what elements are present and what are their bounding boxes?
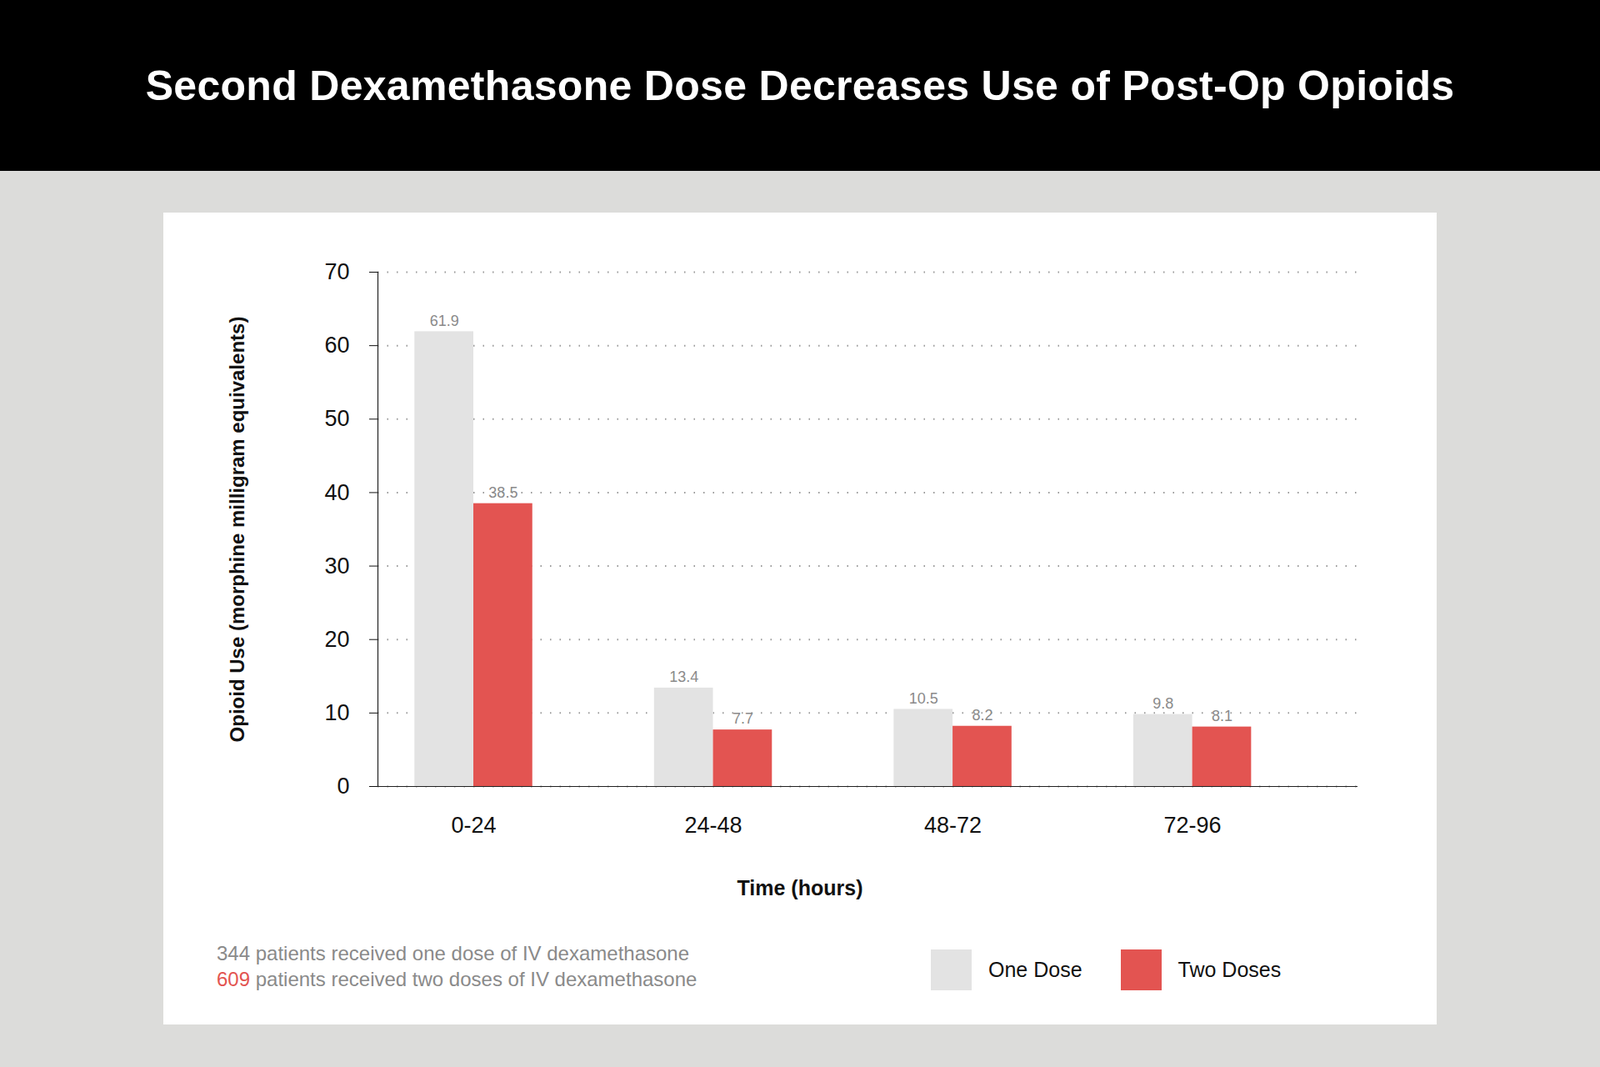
svg-text:0: 0: [336, 773, 350, 799]
svg-text:30: 30: [324, 553, 350, 579]
html-text:One Dose: One Dose: [988, 957, 1083, 981]
html-text:344 patients received one dose: 344 patients received one dose of IV dex…: [216, 941, 690, 965]
svg-text:61.9: 61.9: [430, 312, 460, 330]
svg-text:50: 50: [324, 405, 350, 431]
svg-text:7.7: 7.7: [732, 710, 754, 727]
html-text:Two Doses: Two Doses: [1178, 957, 1281, 981]
svg-text:10.5: 10.5: [909, 690, 939, 707]
svg-text:48-72: 48-72: [924, 812, 982, 838]
svg-text:13.4: 13.4: [669, 668, 699, 685]
svg-text:9.8: 9.8: [1152, 695, 1174, 712]
svg-text:70: 70: [324, 259, 350, 285]
svg-text:72-96: 72-96: [1164, 812, 1222, 838]
svg-text:38.5: 38.5: [488, 484, 518, 501]
svg-text:40: 40: [324, 480, 350, 505]
svg-text:60: 60: [324, 332, 350, 358]
svg-text:24-48: 24-48: [685, 812, 743, 838]
svg-text:Opioid Use (morphine milligram: Opioid Use (morphine milligram equivalen…: [225, 316, 249, 743]
html-text:Second Dexamethasone Dose Decr: Second Dexamethasone Dose Decreases Use …: [145, 62, 1455, 109]
svg-text:8.1: 8.1: [1211, 707, 1233, 725]
svg-text:10: 10: [324, 700, 350, 725]
html-text:609 patients received two dose: 609 patients received two doses of IV de…: [216, 967, 697, 990]
svg-text:0-24: 0-24: [450, 812, 496, 838]
svg-text:8.2: 8.2: [971, 706, 993, 724]
svg-text:20: 20: [324, 626, 350, 652]
html-text:Time (hours): Time (hours): [737, 875, 863, 900]
